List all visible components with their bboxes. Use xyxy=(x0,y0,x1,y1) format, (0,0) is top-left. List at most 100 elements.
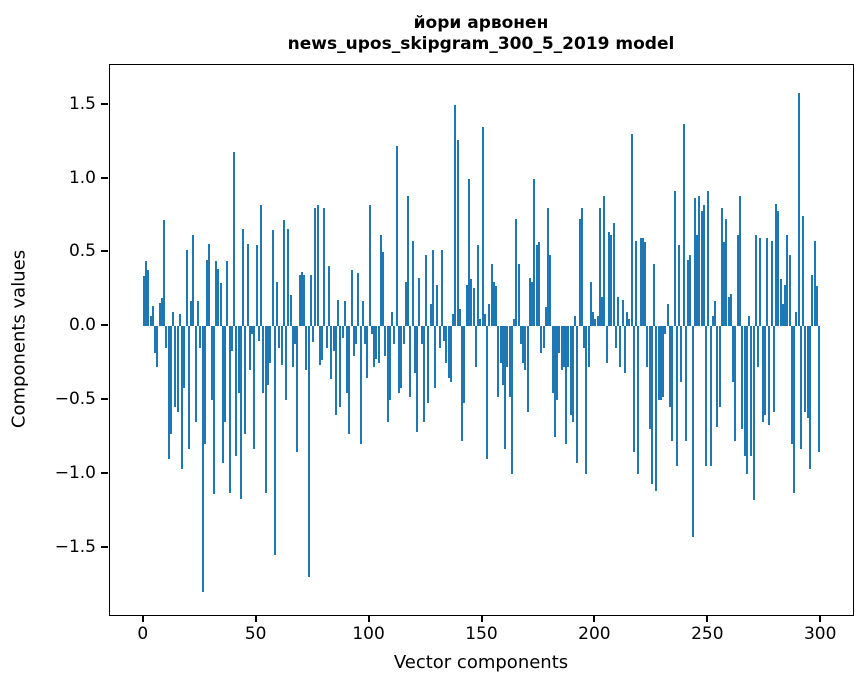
bar xyxy=(167,326,170,459)
bar xyxy=(276,282,278,327)
bar xyxy=(547,208,549,327)
bar xyxy=(443,326,446,341)
bar xyxy=(490,264,493,327)
bar xyxy=(226,261,229,327)
bar xyxy=(818,326,820,452)
bar xyxy=(732,326,735,383)
bar xyxy=(702,205,705,327)
bar xyxy=(759,237,762,327)
bar xyxy=(325,326,328,349)
bar xyxy=(210,326,213,400)
bar xyxy=(224,326,227,423)
bar xyxy=(262,326,265,393)
bar xyxy=(594,318,597,327)
bar xyxy=(447,326,450,378)
bar xyxy=(174,326,177,408)
x-tick-mark xyxy=(480,615,483,622)
bar xyxy=(725,218,728,327)
bar xyxy=(449,326,452,383)
bar xyxy=(206,259,208,327)
chart-title: йори арвонен news_upos_skipgram_300_5_20… xyxy=(288,13,675,55)
bar xyxy=(531,282,534,327)
bar xyxy=(456,140,459,327)
bar xyxy=(145,261,147,327)
bar xyxy=(495,286,497,327)
bar xyxy=(745,326,748,474)
bar xyxy=(160,298,163,327)
bar xyxy=(517,264,520,327)
y-tick-label: 0.0 xyxy=(68,315,96,336)
x-tick-mark xyxy=(141,615,144,622)
bar xyxy=(440,249,443,327)
bar xyxy=(289,295,292,327)
bar xyxy=(409,326,412,397)
bar xyxy=(416,326,418,433)
bar xyxy=(553,326,556,437)
x-tick-label: 50 xyxy=(244,624,267,644)
bar xyxy=(662,326,665,397)
bar xyxy=(608,231,610,327)
bar xyxy=(592,311,595,327)
bar xyxy=(583,326,586,349)
bar xyxy=(729,293,732,327)
bar xyxy=(549,255,552,327)
bar xyxy=(770,240,773,327)
bar xyxy=(775,203,778,327)
bar xyxy=(497,326,500,397)
bar xyxy=(535,245,538,327)
bar xyxy=(738,196,741,327)
bar xyxy=(623,326,626,374)
bar xyxy=(522,326,525,364)
bar xyxy=(203,326,206,445)
bar xyxy=(808,326,811,470)
bar xyxy=(811,274,814,327)
x-tick-mark xyxy=(706,615,709,622)
bar xyxy=(445,326,448,364)
bar xyxy=(804,326,807,412)
bar xyxy=(291,326,294,368)
bar xyxy=(357,273,360,327)
bar xyxy=(657,326,660,400)
y-tick-label: 1.5 xyxy=(68,93,96,114)
bar xyxy=(727,296,730,327)
bar xyxy=(777,211,780,327)
bar xyxy=(413,326,416,374)
bar xyxy=(472,287,475,327)
bar xyxy=(260,205,263,327)
bar xyxy=(513,318,516,327)
bar xyxy=(187,326,190,449)
bar xyxy=(515,218,518,327)
bar xyxy=(626,311,628,327)
bar xyxy=(253,326,256,449)
x-tick-mark xyxy=(819,615,822,622)
bar xyxy=(305,326,308,371)
bar xyxy=(797,93,800,327)
bar xyxy=(510,326,513,474)
bar xyxy=(411,240,414,327)
bar xyxy=(257,326,260,341)
bar xyxy=(772,326,775,412)
bar xyxy=(698,196,701,327)
bar xyxy=(788,255,791,327)
bar xyxy=(691,326,694,538)
x-tick-mark xyxy=(593,615,596,622)
bar xyxy=(438,326,441,349)
bar xyxy=(598,208,601,327)
bar xyxy=(350,270,353,327)
bar xyxy=(255,245,258,327)
bar xyxy=(298,274,301,327)
bar xyxy=(766,237,768,327)
bar xyxy=(163,220,166,327)
bar xyxy=(689,255,692,327)
bar xyxy=(644,242,647,327)
y-tick-mark xyxy=(101,324,108,327)
bar xyxy=(427,326,430,403)
bar xyxy=(183,326,186,389)
bar xyxy=(580,208,583,327)
bar xyxy=(384,326,387,356)
bar xyxy=(402,326,405,344)
y-tick-label: −1.0 xyxy=(54,462,96,483)
bar xyxy=(528,277,531,327)
bar xyxy=(813,240,816,327)
